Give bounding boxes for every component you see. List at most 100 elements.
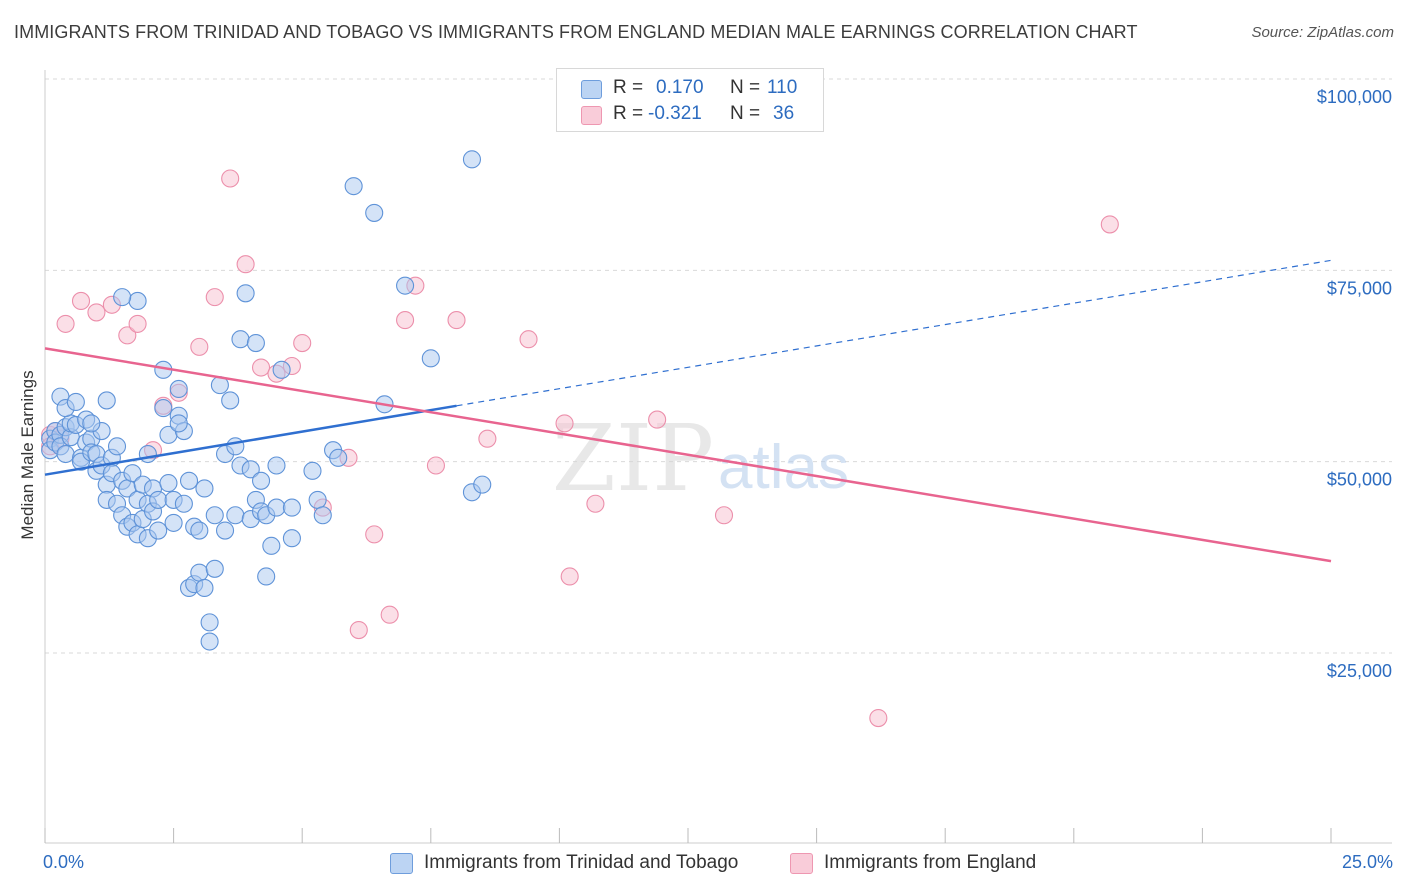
trinidad-point — [179, 471, 199, 490]
chart-source: Source: ZipAtlas.com — [1251, 24, 1394, 41]
trinidad-point — [190, 521, 209, 540]
england-point — [714, 506, 734, 525]
legend-n-value: 36 — [773, 103, 795, 124]
trinidad-point — [154, 399, 173, 418]
x-axis-max-label: 25.0% — [1341, 852, 1393, 872]
england-point — [71, 291, 91, 310]
trinidad-trend-extension — [456, 259, 1332, 407]
trinidad-point — [56, 444, 75, 464]
x-axis-min-label: 0.0% — [43, 852, 85, 872]
trinidad-point — [128, 291, 147, 310]
england-point — [251, 358, 271, 377]
trinidad-point — [113, 288, 132, 307]
trinidad-point — [257, 567, 276, 586]
england-point — [236, 255, 255, 274]
trinidad-point — [200, 613, 219, 632]
trinidad-point — [462, 150, 482, 169]
england-point — [190, 337, 209, 356]
trinidad-point — [149, 490, 168, 509]
trinidad-point — [473, 475, 492, 494]
watermark-atlas: atlas — [718, 433, 849, 502]
legend-r-value: 0.170 — [656, 77, 704, 98]
trinidad-point — [169, 414, 188, 433]
trinidad-point — [329, 448, 348, 467]
legend-swatch-blue — [581, 80, 602, 99]
legend-swatch-pink — [581, 106, 602, 125]
england-point — [365, 525, 384, 544]
series-label: Immigrants from Trinidad and Tobago — [424, 852, 739, 873]
series-label: Immigrants from England — [824, 852, 1037, 873]
england-point — [118, 326, 137, 345]
trinidad-point — [66, 392, 85, 412]
watermark-zip: ZIP — [552, 405, 714, 512]
trinidad-point — [190, 563, 209, 582]
trinidad-point — [396, 276, 415, 295]
stats-legend: R = 0.170 N = 110 R = -0.321 N = 36 — [556, 68, 824, 132]
england-point — [426, 456, 445, 475]
y-axis-label: Median Male Earnings — [18, 370, 37, 539]
trinidad-point — [267, 456, 286, 475]
trinidad-trend-line — [44, 404, 457, 476]
england-point — [648, 410, 667, 429]
trinidad-point — [107, 437, 127, 456]
trinidad-point — [251, 471, 271, 490]
trinidad-point — [231, 330, 250, 349]
england-point — [519, 330, 538, 349]
england-point — [128, 314, 147, 333]
trinidad-point — [262, 536, 281, 555]
trinidad-point — [82, 414, 101, 433]
england-point — [221, 169, 240, 188]
england-point — [349, 620, 368, 640]
series-legend: Immigrants from Trinidad and Tobago Immi… — [0, 850, 1406, 880]
england-point — [447, 311, 466, 330]
england-point — [560, 567, 579, 586]
legend-n-label: N = — [730, 103, 761, 124]
england-point — [87, 303, 106, 322]
legend-n-label: N = — [730, 77, 761, 98]
england-point — [380, 605, 399, 624]
trinidad-point — [200, 632, 219, 651]
trinidad-point — [195, 578, 214, 597]
trinidad-point — [205, 506, 224, 525]
trinidad-point — [97, 391, 116, 410]
trinidad-point — [303, 461, 322, 480]
legend-n-value: 110 — [767, 77, 798, 98]
trinidad-point — [308, 490, 327, 509]
trinidad-point — [282, 498, 301, 517]
trinidad-point — [164, 513, 183, 532]
england-point — [396, 311, 415, 330]
trinidad-point — [169, 379, 188, 399]
trinidad-point — [159, 474, 178, 493]
trinidad-point — [149, 521, 168, 540]
chart-title: IMMIGRANTS FROM TRINIDAD AND TOBAGO VS I… — [14, 22, 1138, 42]
trinidad-point — [123, 464, 142, 483]
trinidad-point — [421, 349, 440, 368]
england-point — [869, 709, 888, 728]
series-swatch-pink — [790, 853, 813, 874]
y-tick-label: $75,000 — [1327, 278, 1392, 298]
trinidad-point — [226, 506, 245, 525]
gridlines — [45, 78, 1392, 654]
trinidad-point — [267, 498, 286, 517]
y-tick-label: $25,000 — [1327, 661, 1392, 681]
england-point — [205, 288, 224, 307]
england-point — [586, 494, 605, 513]
trinidad-point — [344, 177, 363, 196]
england-point — [293, 333, 312, 353]
trinidad-point — [272, 360, 291, 379]
y-tick-label: $50,000 — [1327, 470, 1392, 490]
england-point — [1100, 215, 1119, 234]
trinidad-point — [241, 460, 260, 479]
legend-r-value: -0.321 — [648, 103, 702, 124]
trinidad-point — [313, 506, 332, 525]
legend-r-label: R = — [613, 103, 644, 124]
trinidad-point — [195, 479, 214, 498]
england-trend-line — [44, 347, 1332, 563]
trinidad-point — [221, 391, 240, 410]
trinidad-point — [282, 529, 301, 548]
trinidad-point — [174, 494, 193, 513]
y-tick-labels: $25,000 $50,000 $75,000 $100,000 — [1317, 87, 1392, 681]
series-swatch-blue — [390, 853, 413, 874]
england-point — [56, 314, 75, 333]
